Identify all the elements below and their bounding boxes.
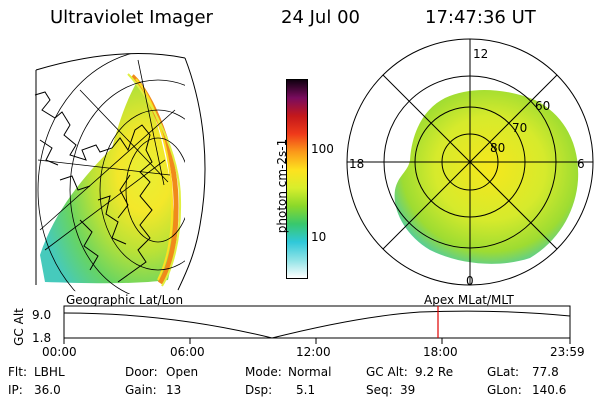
info-ip-value: 36.0	[34, 383, 61, 397]
info-dsp-value: 5.1	[296, 383, 316, 397]
x-tick-0000: 00:00	[42, 345, 77, 359]
colorbar-tick-100: 100	[311, 142, 334, 156]
timeline-ticks	[63, 338, 571, 344]
observation-time: 17:47:36 UT	[425, 7, 536, 28]
altitude-curve	[63, 310, 571, 339]
info-seq-key: Seq:	[366, 383, 393, 397]
info-seq-value: 39	[400, 383, 416, 397]
info-door-value: Open	[166, 365, 199, 379]
info-glon-key: GLon:	[487, 383, 522, 397]
coastline	[34, 91, 153, 283]
apex-mlat-mlt-label: Apex MLat/MLT	[424, 293, 514, 307]
x-tick-0600: 06:00	[170, 345, 205, 359]
info-glat-key: GLat:	[487, 365, 520, 379]
geographic-grid	[37, 53, 185, 295]
info-mode-value: Normal	[288, 365, 332, 379]
info-gain-key: Gain:	[125, 383, 157, 397]
x-tick-1800: 18:00	[423, 345, 458, 359]
aurora-arc	[130, 74, 179, 285]
instrument-title: Ultraviolet Imager	[50, 7, 213, 28]
info-glat-value: 77.8	[532, 365, 559, 379]
info-flt-key: Flt:	[8, 365, 27, 379]
x-tick-2359: 23:59	[550, 345, 585, 359]
colorbar-unit-label: photon cm-2s-1	[275, 138, 289, 234]
polar-grid	[346, 38, 594, 286]
timeline-frame	[63, 305, 571, 339]
info-gcalt-key: GC Alt:	[366, 365, 408, 379]
observation-date: 24 Jul 00	[281, 7, 360, 28]
y-tick-1-8: 1.8	[32, 331, 52, 345]
aurora-emission	[40, 80, 174, 284]
mlt-label-0: 0	[466, 274, 474, 288]
info-ip-key: IP:	[8, 383, 23, 397]
info-flt-value: LBHL	[34, 365, 65, 379]
colorbar	[286, 79, 308, 279]
mlat-label-70: 70	[512, 121, 527, 135]
mlat-label-80: 80	[490, 141, 505, 155]
geographic-latlon-label: Geographic Lat/Lon	[66, 293, 184, 307]
mlt-label-18: 18	[349, 157, 364, 171]
info-door-key: Door:	[125, 365, 158, 379]
info-mode-key: Mode:	[245, 365, 282, 379]
projection-boundary	[35, 53, 206, 291]
colorbar-tick-10: 10	[311, 230, 327, 244]
gc-alt-axis-label: GC Alt	[12, 308, 26, 346]
info-gcalt-value: 9.2 Re	[415, 365, 454, 379]
y-tick-9-0: 9.0	[32, 308, 52, 322]
info-glon-value: 140.6	[532, 383, 567, 397]
x-tick-1200: 12:00	[296, 345, 331, 359]
polar-aurora-emission	[394, 89, 579, 264]
mlat-label-60: 60	[535, 99, 550, 113]
mlt-label-12: 12	[473, 47, 488, 61]
info-gain-value: 13	[166, 383, 182, 397]
info-dsp-key: Dsp:	[245, 383, 273, 397]
mlt-label-6: 6	[577, 157, 585, 171]
